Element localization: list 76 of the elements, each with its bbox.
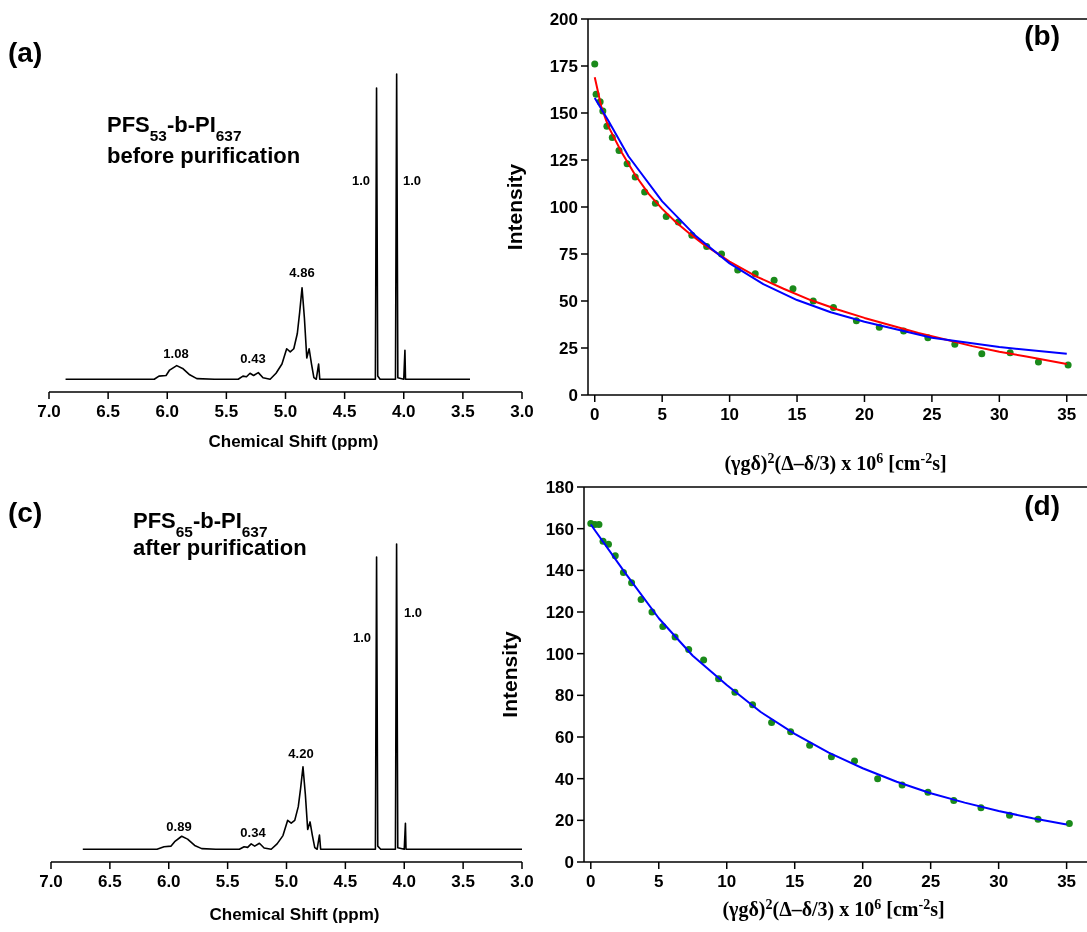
x-tick-label: 6.0 bbox=[156, 872, 181, 891]
x-tick-label: 35 bbox=[1057, 405, 1077, 424]
annotation: 4.86 bbox=[289, 265, 315, 280]
x-tick-label: 15 bbox=[785, 872, 805, 891]
x-axis-title: Chemical Shift (ppm) bbox=[209, 905, 380, 924]
y-tick-label: 50 bbox=[559, 292, 578, 311]
x-axis-title: (γgδ)$^{2}$(Δ–δ/3) x 10$^{6}$ [cm$^{-2}$s] bbox=[722, 896, 945, 921]
x-axis-title: Chemical Shift (ppm) bbox=[208, 432, 379, 451]
x-tick-label: 0 bbox=[590, 405, 600, 424]
x-axis-title: (γgδ)$^{2}$(Δ–δ/3) x 10$^{6}$ [cm$^{-2}$s] bbox=[724, 450, 947, 475]
y-tick-label: 80 bbox=[555, 686, 574, 706]
y-tick-label: 125 bbox=[549, 151, 578, 170]
y-tick-label: 160 bbox=[545, 519, 574, 539]
x-tick-label: 10 bbox=[720, 405, 740, 424]
y-tick-label: 180 bbox=[545, 478, 574, 497]
x-tick-label: 7.0 bbox=[39, 872, 63, 891]
x-tick-label: 3.0 bbox=[510, 872, 534, 891]
chart-title: (a) bbox=[8, 37, 43, 68]
annotation: 4.20 bbox=[288, 746, 314, 761]
x-tick-label: 10 bbox=[717, 872, 737, 891]
x-tick-label: 5 bbox=[654, 872, 664, 891]
y-tick-label: 25 bbox=[559, 339, 578, 358]
x-tick-label: 5.0 bbox=[273, 402, 298, 421]
annotation: 0.34 bbox=[240, 825, 267, 840]
x-tick-label: 3.0 bbox=[510, 402, 534, 421]
annotation: before purification bbox=[107, 143, 301, 168]
annotation: 1.08 bbox=[163, 346, 189, 361]
annotation: 1.0 bbox=[402, 173, 422, 188]
x-tick-label: 20 bbox=[855, 405, 874, 424]
x-tick-label: 5 bbox=[657, 405, 667, 424]
y-tick-label: 120 bbox=[545, 603, 574, 622]
x-tick-label: 3.5 bbox=[451, 402, 475, 421]
x-tick-label: 30 bbox=[989, 405, 1009, 424]
annotation: 0.43 bbox=[240, 351, 266, 366]
y-tick-label: 100 bbox=[545, 644, 574, 664]
y-tick-label: 175 bbox=[549, 57, 578, 76]
x-tick-label: 4.0 bbox=[392, 872, 417, 891]
text: PFS$_{65}$-b-PI$_{637}$ bbox=[133, 508, 268, 540]
x-tick-label: 6.0 bbox=[155, 402, 180, 421]
x-tick-label: 4.0 bbox=[391, 402, 416, 421]
x-tick-label: 5.0 bbox=[274, 872, 299, 891]
x-tick-label: 25 bbox=[922, 405, 942, 424]
y-tick-label: 0 bbox=[564, 853, 574, 872]
y-tick-label: 60 bbox=[555, 728, 574, 747]
x-tick-label: 5.5 bbox=[214, 402, 239, 421]
y-tick-label: 75 bbox=[559, 245, 578, 264]
x-tick-label: 20 bbox=[853, 872, 873, 891]
x-tick-label: 0 bbox=[586, 872, 596, 891]
x-tick-label: 4.5 bbox=[332, 402, 357, 421]
x-tick-label: 3.5 bbox=[451, 872, 475, 891]
y-axis-title: Intensity bbox=[503, 163, 526, 251]
y-tick-label: 200 bbox=[549, 10, 578, 29]
x-tick-label: 5.5 bbox=[215, 872, 240, 891]
chart-title: (d) bbox=[1024, 490, 1060, 521]
y-tick-label: 0 bbox=[568, 386, 578, 405]
annotation: 1.0 bbox=[352, 630, 372, 645]
annotation: 1.0 bbox=[403, 605, 423, 620]
x-tick-label: 15 bbox=[787, 405, 807, 424]
y-tick-label: 20 bbox=[555, 811, 574, 831]
y-tick-label: 150 bbox=[549, 104, 578, 123]
x-tick-label: 7.0 bbox=[37, 402, 61, 421]
x-tick-label: 30 bbox=[989, 872, 1009, 891]
y-tick-label: 140 bbox=[545, 561, 574, 581]
chart-title: (b) bbox=[1024, 20, 1060, 51]
annotation: 0.89 bbox=[166, 819, 192, 834]
x-tick-label: 6.5 bbox=[98, 872, 122, 891]
x-tick-label: 35 bbox=[1057, 872, 1077, 891]
chart-title: (c) bbox=[8, 497, 43, 528]
x-tick-label: 4.5 bbox=[333, 872, 358, 891]
y-tick-label: 100 bbox=[549, 198, 578, 217]
x-tick-label: 25 bbox=[921, 872, 941, 891]
y-axis-title: Intensity bbox=[498, 631, 521, 718]
annotation: PFS$_{53}$-b-PI$_{637}$ bbox=[107, 112, 242, 144]
annotation: 1.0 bbox=[351, 173, 371, 188]
y-tick-label: 40 bbox=[555, 769, 574, 789]
x-tick-label: 6.5 bbox=[96, 402, 120, 421]
